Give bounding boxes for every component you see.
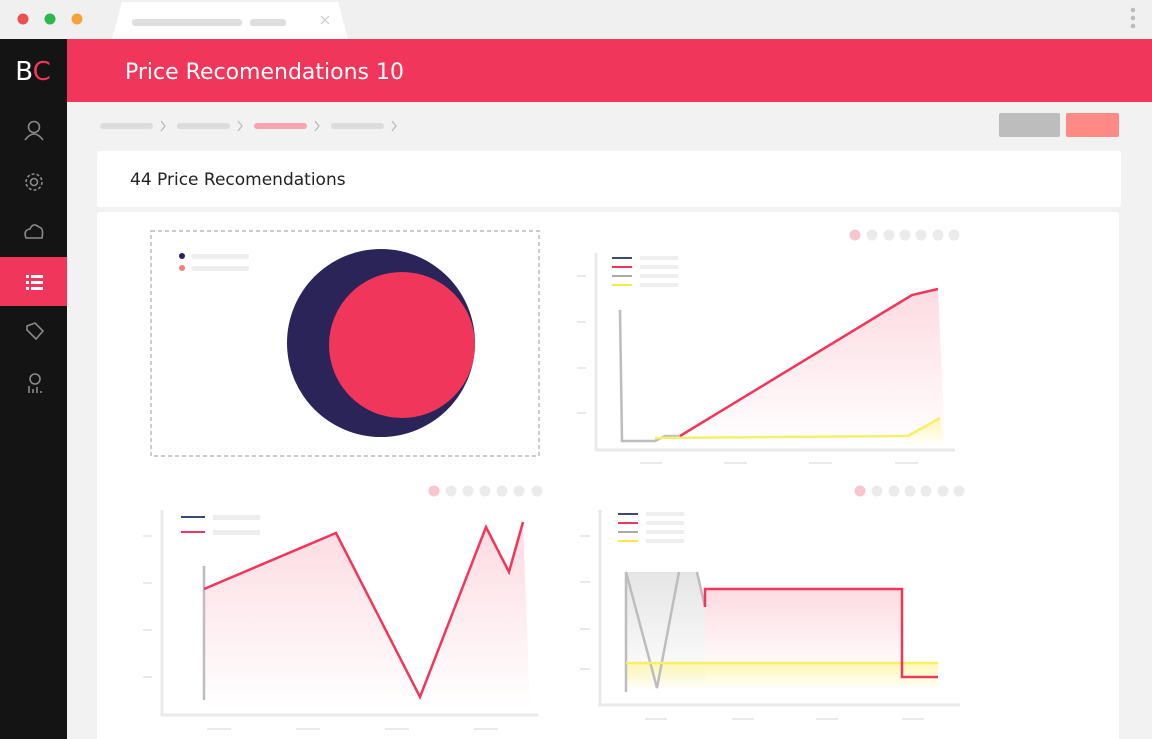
window-zoom[interactable] — [44, 13, 56, 25]
logo-c: C — [33, 57, 51, 87]
button-secondary[interactable] — [999, 113, 1060, 137]
menu-dot[interactable] — [1130, 23, 1136, 29]
nav-settings[interactable] — [25, 173, 43, 191]
tab-placeholder — [250, 19, 286, 26]
breadcrumbs — [100, 120, 397, 132]
tab-placeholder — [132, 19, 242, 26]
logo-b: B — [15, 57, 32, 87]
chart-bottom-right — [580, 485, 965, 720]
crumb[interactable] — [100, 123, 153, 129]
nav-list-icon — [26, 275, 43, 290]
chart-circles — [150, 230, 540, 457]
crumb[interactable] — [177, 123, 230, 129]
crumb-active[interactable] — [254, 123, 307, 129]
title-card — [97, 151, 1121, 207]
window-close[interactable] — [17, 13, 29, 25]
tab-close[interactable] — [320, 15, 330, 25]
header-title: Price Recomendations 10 — [125, 60, 404, 85]
chart-top-right — [577, 229, 960, 464]
nav-search[interactable] — [28, 373, 42, 393]
nav-cloud[interactable] — [24, 224, 44, 239]
nav-tags[interactable] — [26, 322, 45, 341]
menu-dot[interactable] — [1130, 15, 1136, 21]
nav-icons — [24, 120, 45, 393]
logo[interactable]: BC — [15, 57, 51, 87]
chart-bottom-left — [143, 485, 543, 730]
window-minimize[interactable] — [71, 13, 83, 25]
header — [67, 39, 1152, 102]
nav-user[interactable] — [24, 120, 44, 141]
button-primary[interactable] — [1066, 113, 1119, 137]
crumb[interactable] — [331, 123, 384, 129]
card-title: 44 Price Recomendations — [130, 170, 346, 190]
menu-dot[interactable] — [1130, 7, 1136, 13]
